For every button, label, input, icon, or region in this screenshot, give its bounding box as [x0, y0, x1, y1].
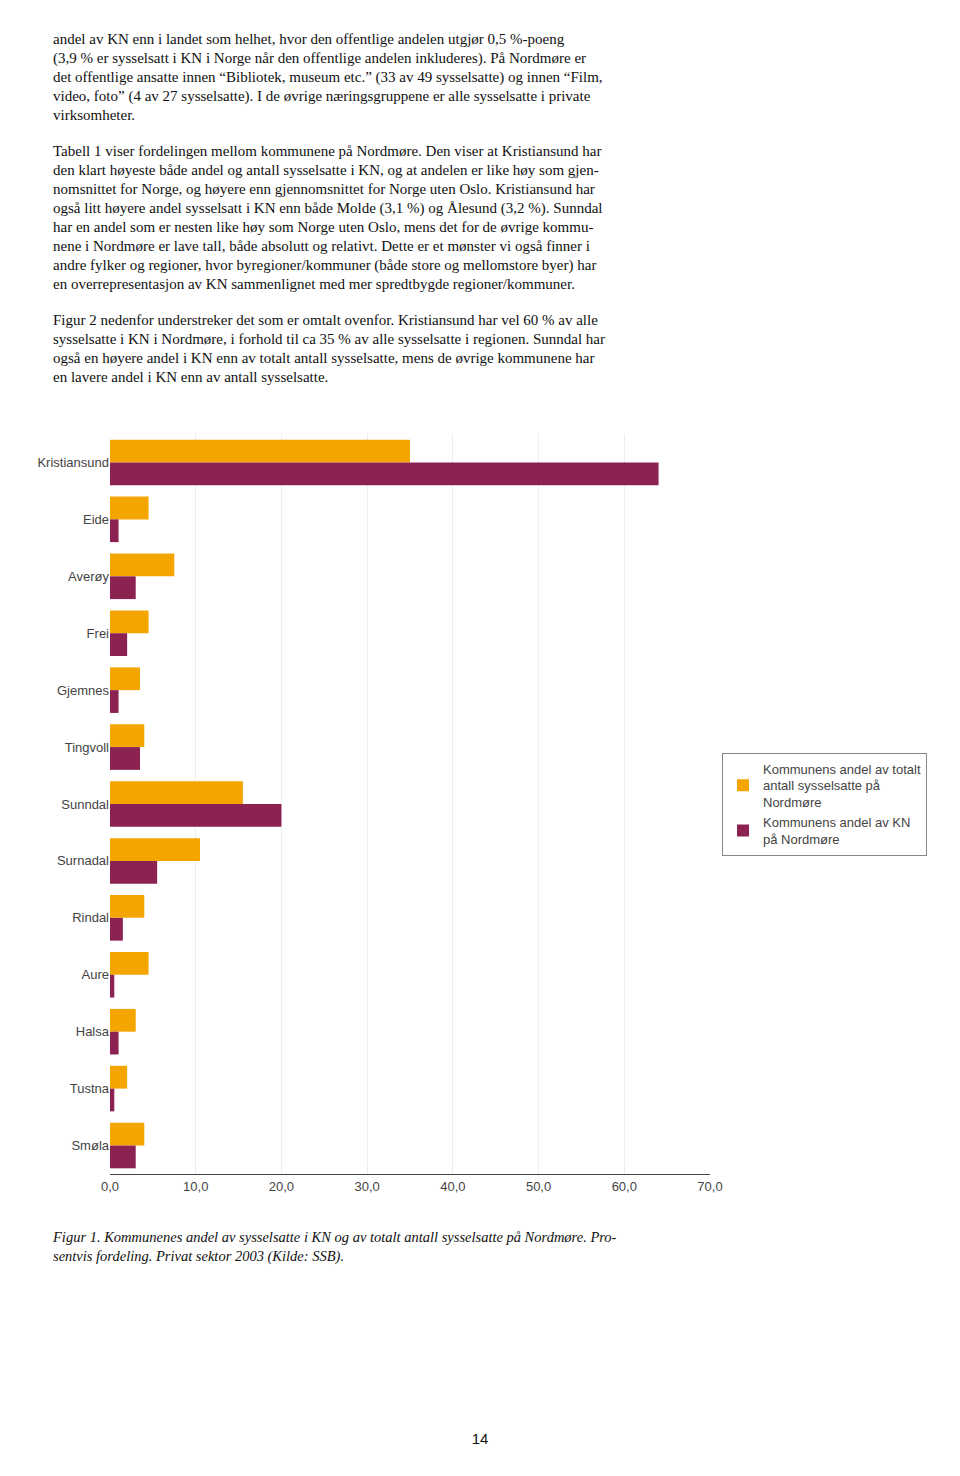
svg-text:30,0: 30,0 [354, 1179, 379, 1194]
svg-text:Aure: Aure [82, 967, 109, 982]
svg-text:10,0: 10,0 [183, 1179, 208, 1194]
svg-text:20,0: 20,0 [269, 1179, 294, 1194]
svg-text:Tingvoll: Tingvoll [65, 740, 109, 755]
svg-text:Smøla: Smøla [71, 1138, 109, 1153]
html-text:Figur 2 nedenfor understreker: Figur 2 nedenfor understreker det som er… [53, 312, 605, 385]
svg-text:Sunndal: Sunndal [61, 797, 109, 812]
svg-text:Halsa: Halsa [76, 1024, 110, 1039]
html-text:14: 14 [471, 1430, 489, 1447]
svg-text:70,0: 70,0 [697, 1179, 722, 1194]
svg-text:Kristiansund: Kristiansund [37, 455, 109, 470]
svg-text:60,0: 60,0 [612, 1179, 637, 1194]
svg-text:Averøy: Averøy [68, 569, 109, 584]
svg-text:Kommunens andel av totaltantal: Kommunens andel av totaltantall sysselsa… [763, 762, 921, 811]
html-text:Figur 1. Kommunenes andel av s: Figur 1. Kommunenes andel av sysselsatte… [53, 1229, 617, 1264]
html-text:Tabell 1 viser fordelingen mel: Tabell 1 viser fordelingen mellom kommun… [53, 143, 603, 292]
svg-text:50,0: 50,0 [526, 1179, 551, 1194]
svg-text:Eide: Eide [83, 512, 109, 527]
html-text:andel av KN enn i landet som h: andel av KN enn i landet som helhet, hvo… [53, 31, 603, 123]
svg-text:Kommunens andel av KNpå Nordmø: Kommunens andel av KNpå Nordmøre [763, 815, 910, 847]
svg-text:Gjemnes: Gjemnes [57, 683, 110, 698]
svg-text:0,0: 0,0 [101, 1179, 119, 1194]
svg-text:40,0: 40,0 [440, 1179, 465, 1194]
svg-text:Frei: Frei [87, 626, 110, 641]
svg-text:Tustna: Tustna [70, 1081, 110, 1096]
svg-text:Rindal: Rindal [72, 910, 109, 925]
svg-text:Surnadal: Surnadal [57, 853, 109, 868]
